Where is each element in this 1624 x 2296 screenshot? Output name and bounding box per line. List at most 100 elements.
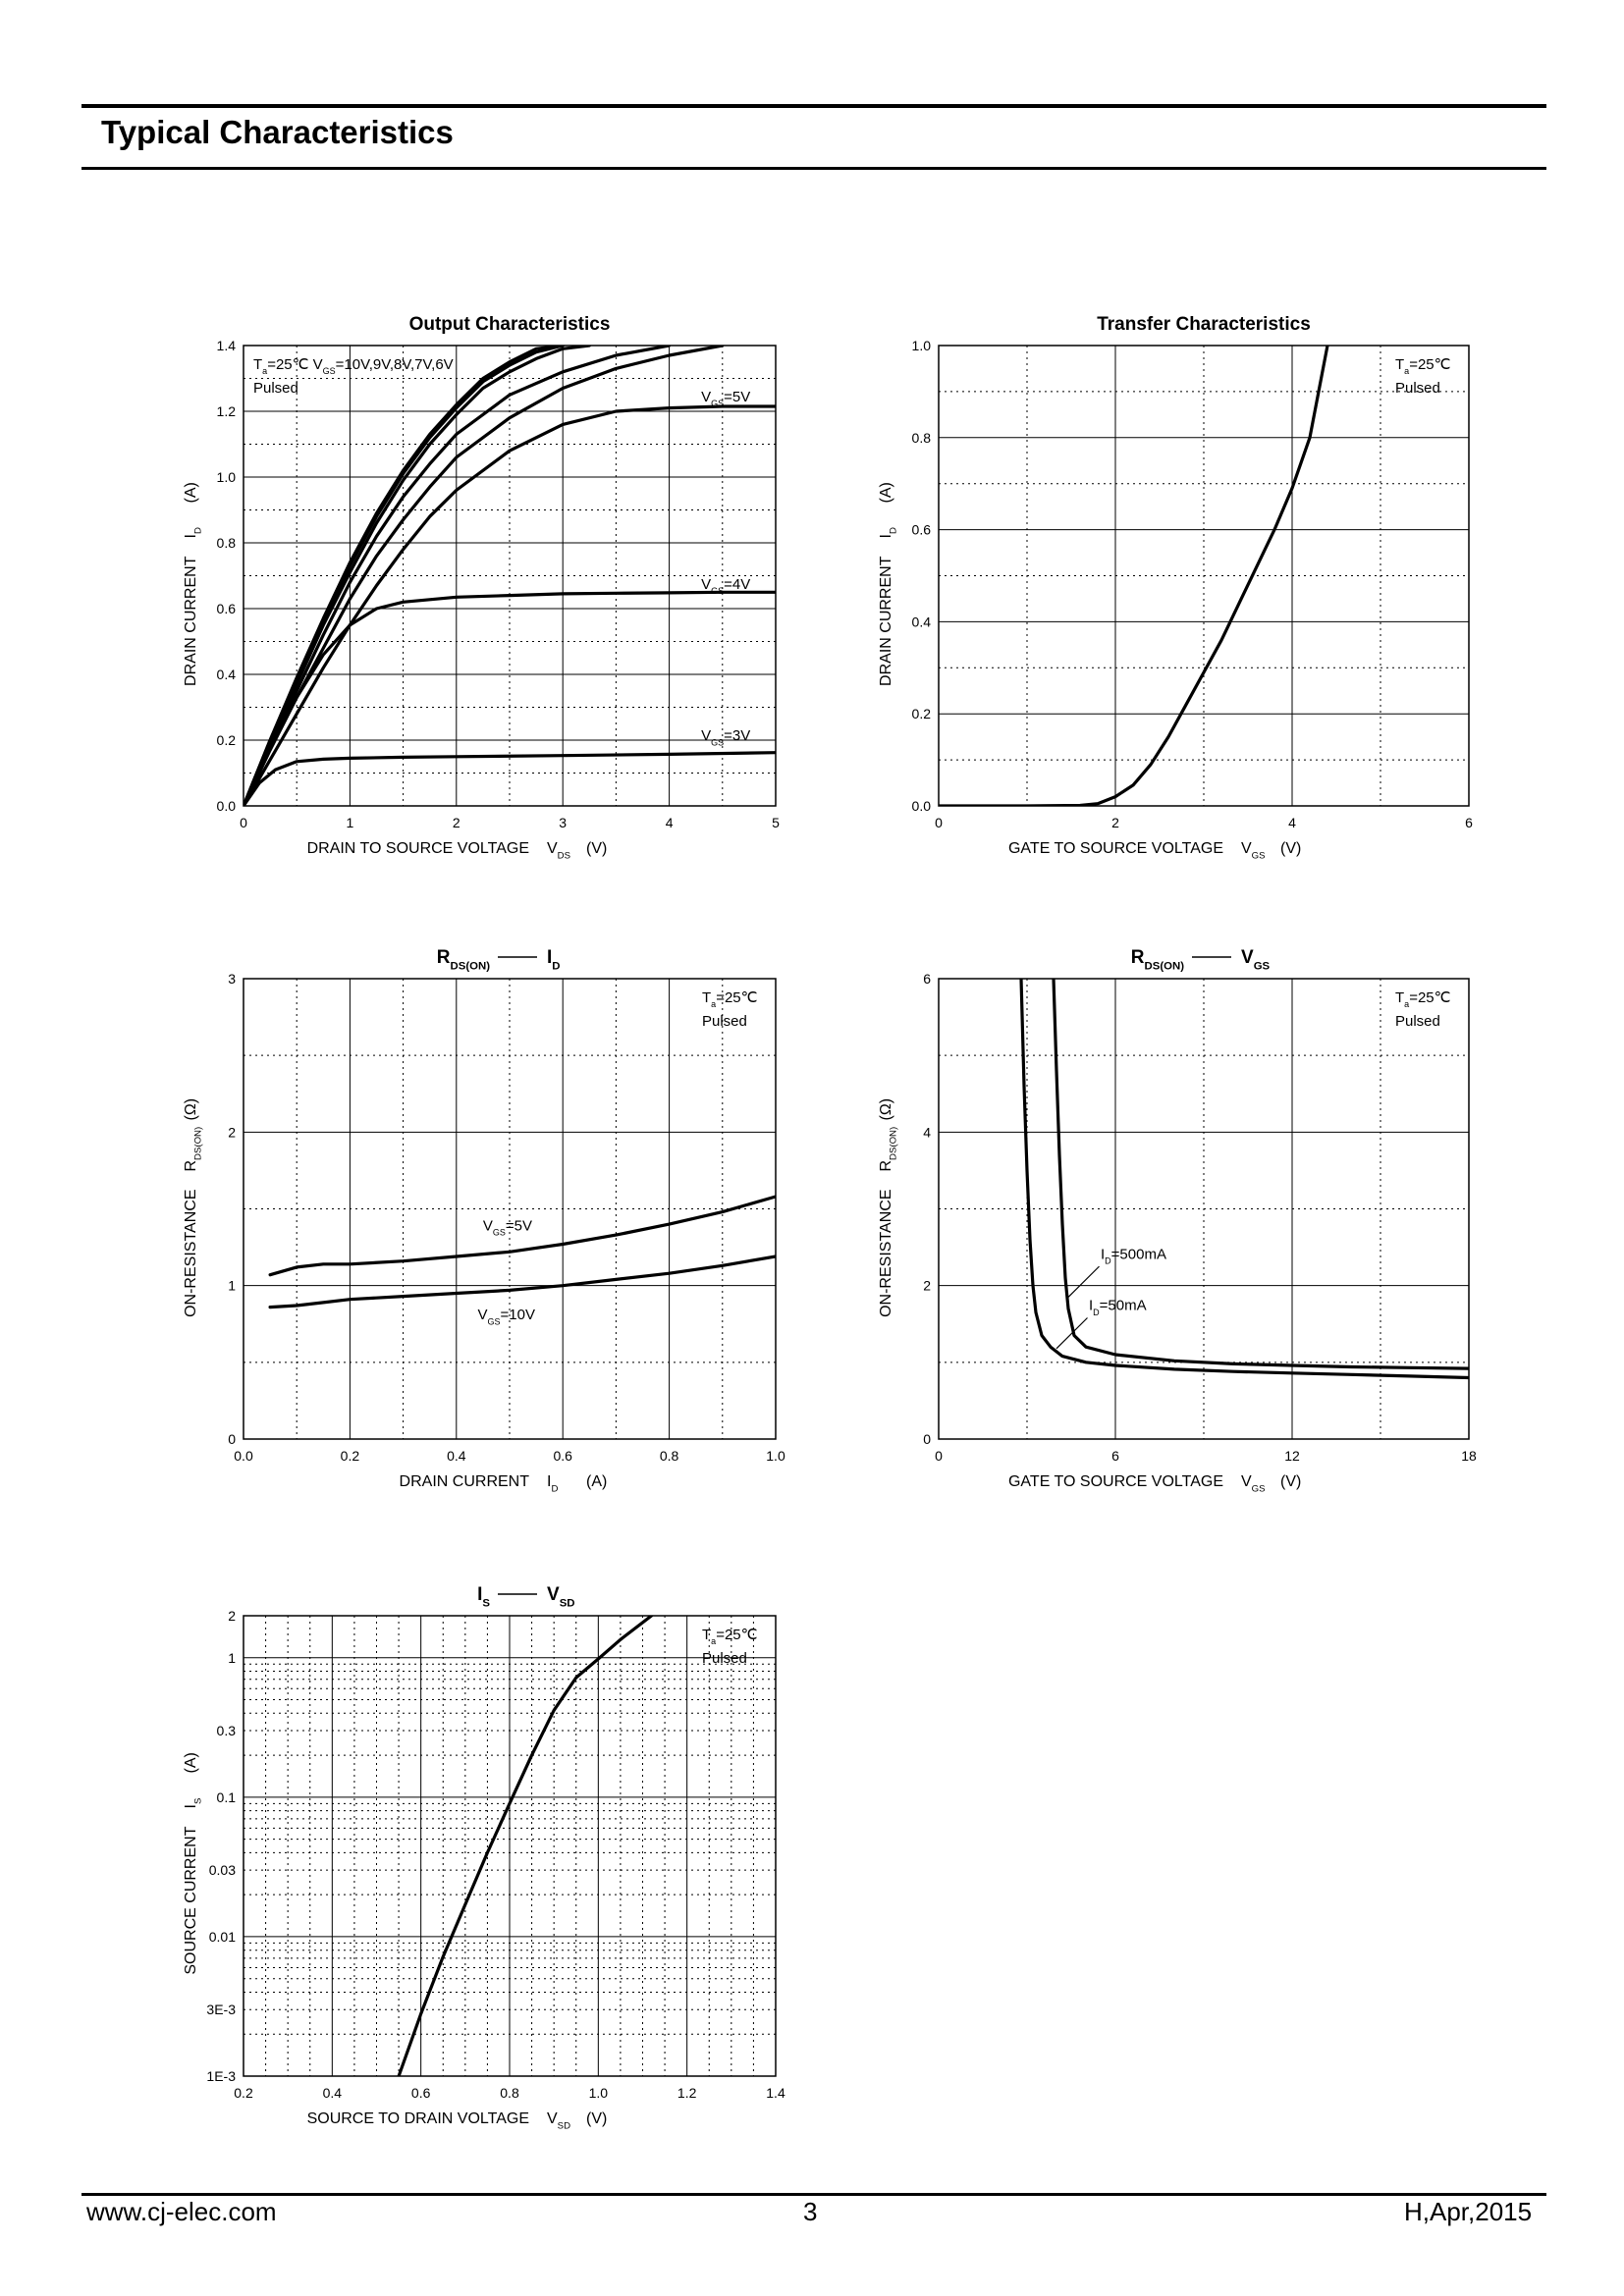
- x-axis-symbol: ID: [547, 1473, 558, 1495]
- x-tick-label: 18: [1461, 1448, 1477, 1464]
- footer-page-number: 3: [803, 2197, 818, 2226]
- x-axis-label: DRAIN CURRENT: [400, 1473, 530, 1490]
- series-line: [244, 590, 776, 806]
- series-group: [268, 1195, 776, 1309]
- curve-annotation: ID=500mA: [1101, 1246, 1166, 1265]
- y-tick-label: 0.1: [217, 1789, 237, 1805]
- x-axis-unit: (V): [1280, 840, 1301, 857]
- x-axis-unit: (V): [586, 840, 607, 857]
- condition-line: Ta=25℃: [702, 989, 757, 1009]
- series-line: [1052, 979, 1469, 1370]
- series-group: [939, 346, 1329, 806]
- y-tick-label: 2: [228, 1608, 236, 1624]
- chart-title-right: ID: [547, 947, 561, 973]
- condition-line: Ta=25℃ VGS=10V,9V,8V,7V,6V: [253, 356, 454, 376]
- chart-title-right: VGS: [1241, 947, 1271, 973]
- y-axis-label: DRAIN CURRENT: [878, 556, 894, 686]
- y-tick-label: 0.3: [217, 1723, 237, 1738]
- chart-is_vsd: 0.2 0.4 0.6 0.8 1.0 1.2 1.4 1E-3 3E-3 0.01 0.03 0.1…: [183, 1584, 785, 2132]
- series-line: [939, 346, 1329, 806]
- y-tick-label: 3: [228, 971, 236, 987]
- y-axis-unit: (Ω): [183, 1098, 199, 1121]
- y-axis-unit: (A): [183, 482, 199, 503]
- y-tick-label: 1.4: [217, 338, 237, 353]
- chart-title: IS VSD: [477, 1584, 574, 1610]
- plot-frame: [243, 1615, 777, 2077]
- x-tick-label: 1.2: [677, 2085, 697, 2101]
- x-axis-symbol: VGS: [1241, 840, 1266, 862]
- y-tick-label: 3E-3: [206, 2002, 236, 2017]
- x-tick-label: 2: [453, 815, 460, 830]
- series-line: [268, 1195, 776, 1277]
- series-line: [244, 346, 672, 806]
- y-tick-label: 1.0: [217, 469, 237, 485]
- plot-frame: [243, 345, 777, 807]
- x-axis-symbol: VGS: [1241, 1473, 1266, 1495]
- y-tick-label: 1.2: [217, 403, 237, 419]
- x-axis-symbol: VDS: [547, 840, 570, 862]
- chart-title: Transfer Characteristics: [1097, 314, 1311, 335]
- y-tick-label: 0.0: [912, 798, 932, 814]
- annotation-leader: [1056, 1317, 1088, 1350]
- series-group: [1019, 979, 1469, 1380]
- x-axis-title: DRAIN CURRENT ID (A): [400, 1473, 608, 1495]
- y-tick-label: 0.01: [209, 1929, 236, 1945]
- y-axis-title: DRAIN CURRENT ID (A): [183, 482, 204, 686]
- grid: [938, 345, 1470, 807]
- curve-annotation: ID=50mA: [1089, 1298, 1147, 1317]
- chart-output: 0 1 2 3 4 5 0.0 0.2 0.4 0.6 0.8 1.0 1.2 1.4 DRAIN TO S…: [183, 314, 780, 862]
- y-tick-label: 0.2: [912, 706, 932, 721]
- condition-line: Pulsed: [253, 380, 298, 397]
- condition-line: Pulsed: [1395, 380, 1440, 397]
- y-axis-label: SOURCE CURRENT: [183, 1826, 199, 1974]
- x-axis-unit: (A): [586, 1473, 607, 1490]
- x-tick-label: 0.6: [553, 1448, 572, 1464]
- chart-title-text: Transfer Characteristics: [1097, 314, 1311, 335]
- chart-transfer: 0 2 4 6 0.0 0.2 0.4 0.6 0.8 1.0 GATE TO SOURCE VOL…: [878, 314, 1473, 862]
- condition-line: Ta=25℃: [1395, 356, 1450, 376]
- series-line: [244, 751, 776, 806]
- x-tick-label: 1.4: [766, 2085, 785, 2101]
- y-tick-label: 1E-3: [206, 2068, 236, 2084]
- chart-title-text: Output Characteristics: [409, 314, 611, 335]
- x-tick-label: 0: [935, 1448, 943, 1464]
- footer-website: www.cj-elec.com: [86, 2197, 277, 2226]
- y-axis-title: DRAIN CURRENT ID (A): [878, 482, 899, 686]
- x-axis-title: DRAIN TO SOURCE VOLTAGE VDS (V): [307, 840, 608, 862]
- y-tick-label: 0.4: [217, 667, 237, 682]
- annotation-leader: [1067, 1265, 1100, 1298]
- condition-line: Ta=25℃: [702, 1627, 757, 1646]
- y-axis-label: ON-RESISTANCE: [183, 1190, 199, 1317]
- y-tick-label: 0.0: [217, 798, 237, 814]
- chart-title-left: RDS(ON): [1131, 947, 1184, 973]
- curve-annotation: VGS=4V: [701, 576, 750, 596]
- x-tick-label: 0.2: [341, 1448, 360, 1464]
- x-tick-label: 3: [559, 815, 567, 830]
- series-line: [397, 1616, 654, 2076]
- grid: [243, 345, 777, 807]
- grid: [243, 978, 777, 1440]
- x-tick-label: 12: [1284, 1448, 1300, 1464]
- y-tick-label: 0.4: [912, 614, 932, 629]
- y-tick-label: 0: [228, 1431, 236, 1447]
- x-tick-label: 0.8: [660, 1448, 679, 1464]
- series-line: [244, 404, 776, 806]
- x-tick-label: 5: [772, 815, 780, 830]
- x-axis-label: DRAIN TO SOURCE VOLTAGE: [307, 840, 529, 857]
- x-tick-label: 4: [1288, 815, 1296, 830]
- x-tick-label: 0.4: [323, 2085, 343, 2101]
- x-tick-label: 1.0: [766, 1448, 785, 1464]
- x-tick-label: 1.0: [589, 2085, 609, 2101]
- y-axis-symbol: ID: [183, 527, 204, 538]
- chart-title-left: IS: [477, 1584, 490, 1610]
- x-tick-label: 0.8: [500, 2085, 519, 2101]
- series-line: [268, 1255, 776, 1309]
- x-tick-label: 1: [347, 815, 354, 830]
- y-tick-label: 1.0: [912, 338, 932, 353]
- y-axis-symbol: ID: [878, 527, 899, 538]
- series-group: [397, 1616, 654, 2076]
- y-axis-title: ON-RESISTANCE RDS(ON) (Ω): [183, 1098, 204, 1317]
- y-tick-label: 4: [923, 1124, 931, 1140]
- y-axis-symbol: IS: [183, 1798, 204, 1809]
- x-tick-label: 6: [1465, 815, 1473, 830]
